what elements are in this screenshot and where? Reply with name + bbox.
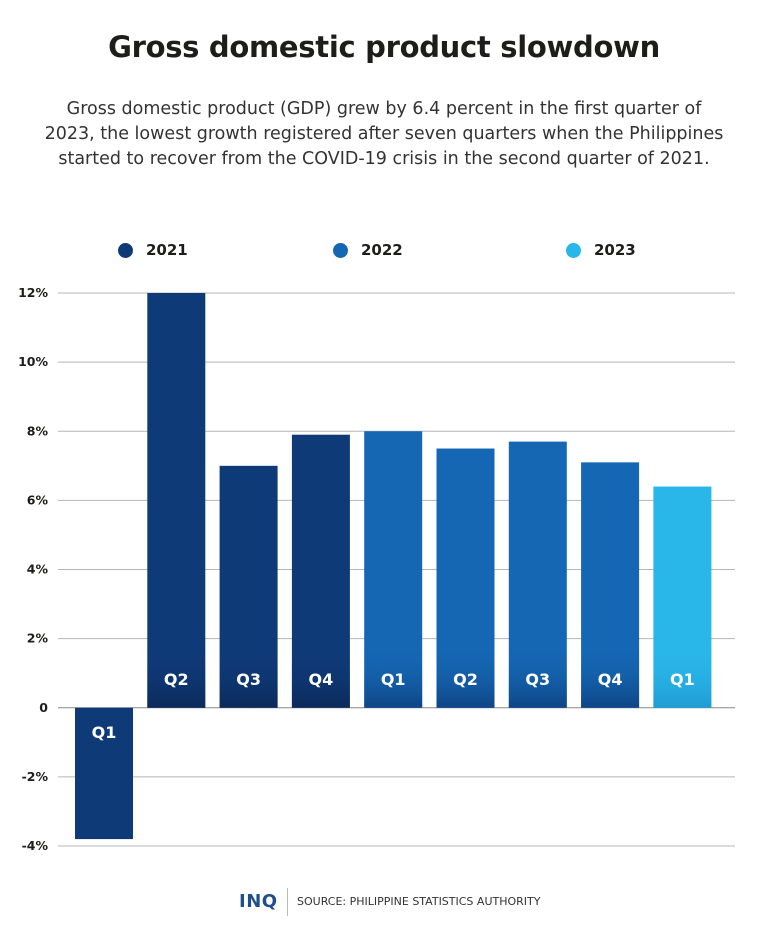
bar: [75, 707, 133, 840]
bar-category-label: Q1: [381, 670, 406, 689]
legend-swatch-2021: [118, 242, 133, 258]
bars: Q1 Q2 Q3 Q4 Q1 Q2 Q3 Q4 Q1: [75, 293, 712, 840]
y-tick-label: 4%: [27, 562, 49, 577]
bar-group: Q1: [364, 431, 423, 708]
bar: [147, 293, 206, 708]
bar-shade: [219, 647, 278, 708]
bar-group: Q1: [653, 486, 712, 708]
bar-category-label: Q2: [453, 670, 478, 689]
bar-group: Q3: [219, 465, 278, 708]
footer: INQ SOURCE: PHILIPPINE STATISTICS AUTHOR…: [0, 888, 768, 918]
y-tick-label: 12%: [18, 285, 48, 300]
bar-category-label: Q3: [525, 670, 550, 689]
y-axis-ticks: 12% 10% 8% 6% 4% 2% 0 -2% -4%: [18, 285, 48, 853]
legend-item-2021: 2021: [118, 236, 188, 264]
bar-category-label: Q2: [164, 670, 189, 689]
y-tick-label: 6%: [27, 492, 49, 507]
chart-subtitle: Gross domestic product (GDP) grew by 6.4…: [44, 99, 724, 169]
y-tick-label: 0: [39, 700, 48, 715]
bar-shade: [653, 647, 712, 708]
bar-shade: [291, 647, 350, 708]
legend-swatch-2022: [333, 242, 348, 258]
bar-chart: 12% 10% 8% 6% 4% 2% 0 -2% -4% Q1 Q2 Q3 Q4 Q1 Q2 Q3 Q4 Q1: [18, 285, 735, 853]
legend-label-2021: 2021: [146, 241, 188, 259]
bar-category-label: Q1: [670, 670, 695, 689]
bar-group: Q4: [291, 434, 350, 708]
bar-group: Q4: [581, 462, 640, 708]
bar-group: Q3: [508, 441, 567, 708]
bar-group: Q2: [436, 448, 495, 708]
legend-label-2023: 2023: [594, 241, 636, 259]
bar-shade: [508, 647, 567, 708]
y-tick-label: 2%: [27, 631, 49, 646]
bar-category-label: Q1: [92, 723, 117, 742]
bar-group: Q1: [75, 707, 133, 840]
y-tick-label: -2%: [22, 769, 49, 784]
legend: 2021 2022 2023: [0, 236, 768, 264]
y-tick-label: 8%: [27, 423, 49, 438]
bar-category-label: Q3: [236, 670, 261, 689]
bar-category-label: Q4: [309, 670, 334, 689]
bar-shade: [581, 647, 640, 708]
bar-category-label: Q4: [598, 670, 623, 689]
source-note: SOURCE: PHILIPPINE STATISTICS AUTHORITY: [297, 895, 541, 908]
footer-divider: [287, 888, 288, 916]
y-tick-label: -4%: [22, 838, 49, 853]
bar-shade: [364, 647, 423, 708]
legend-swatch-2023: [566, 242, 581, 258]
chart-title: Gross domestic product slowdown: [108, 30, 660, 64]
bar-group: Q2: [147, 293, 206, 708]
inquirer-logo: INQ: [239, 891, 278, 912]
legend-item-2023: 2023: [566, 236, 636, 264]
legend-item-2022: 2022: [333, 236, 403, 264]
bar-shade: [147, 647, 206, 708]
legend-label-2022: 2022: [361, 241, 403, 259]
bar-shade: [436, 647, 495, 708]
y-tick-label: 10%: [18, 354, 48, 369]
